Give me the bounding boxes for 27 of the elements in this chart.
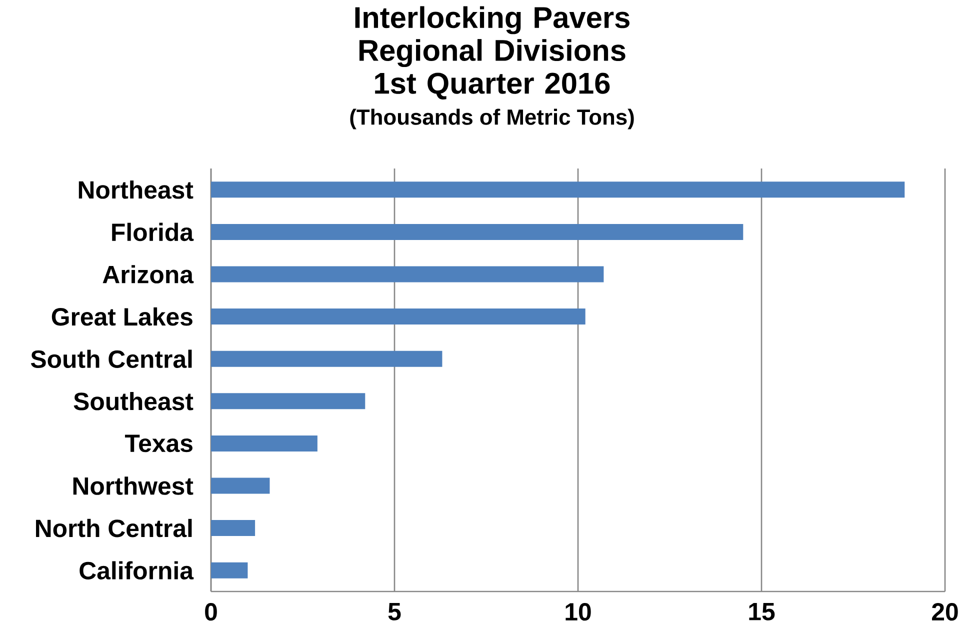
chart-title: Interlocking Pavers Regional Divisions 1st Quarter 2016 [355,6,630,100]
y-tick-label: Northwest [73,476,194,495]
x-tick-label: 0 [205,603,217,621]
y-tick-label: South Central [30,350,192,368]
bar [211,520,256,536]
bar [211,182,905,198]
bar [211,224,744,240]
chart-subtitle: (Thousands of Metric Tons) [350,108,634,130]
y-tick-label: Florida [112,222,194,242]
x-tick-label: 15 [749,603,775,620]
x-tick-label: 20 [932,603,958,621]
bar [211,308,586,325]
y-tick-label: Texas [124,434,192,452]
bar [211,478,270,494]
y-tick-label: California [80,561,194,580]
y-tick-label: Southeast [74,392,194,410]
y-tick-label: Northeast [78,180,194,199]
bar [211,350,442,367]
bar [211,266,604,282]
y-tick-label: Great Lakes [52,307,192,326]
x-tick-label: 10 [566,603,591,621]
x-tick-label: 5 [388,603,401,620]
y-tick-label: Arizona [102,265,194,284]
bar [211,393,366,410]
bar [211,435,318,452]
y-tick-label: North Central [36,518,192,538]
bar [211,562,248,578]
